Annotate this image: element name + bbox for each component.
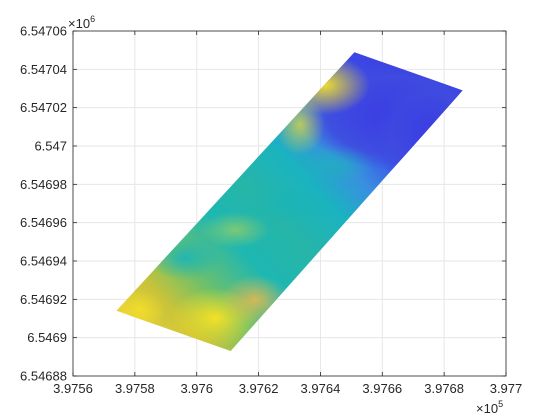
x-tick-label: 3.9766 bbox=[362, 381, 402, 396]
y-exponent-power: 6 bbox=[90, 14, 95, 24]
shallow-region-top-left bbox=[280, 55, 370, 115]
x-axis-exponent: ×105 bbox=[476, 399, 503, 416]
x-tick-label: 3.9768 bbox=[424, 381, 464, 396]
elevation-surface bbox=[116, 52, 463, 352]
y-tick-label: 6.54688 bbox=[20, 369, 67, 384]
y-tick-label: 6.54694 bbox=[20, 254, 67, 269]
mid-region-center bbox=[245, 187, 335, 223]
shallow-region-bottom-left bbox=[116, 290, 165, 330]
y-tick-label: 6.54706 bbox=[20, 24, 67, 39]
x-tick-label: 3.9762 bbox=[239, 381, 279, 396]
x-tick-label: 3.977 bbox=[490, 381, 523, 396]
y-tick-label: 6.54702 bbox=[20, 100, 67, 115]
x-exponent-base: ×10 bbox=[476, 401, 498, 416]
y-tick-label: 6.54704 bbox=[20, 62, 67, 77]
x-tick-label: 3.9764 bbox=[301, 381, 341, 396]
x-tick-label: 3.9758 bbox=[115, 381, 155, 396]
y-tick-label: 6.54692 bbox=[20, 292, 67, 307]
shallow-region-bottom-2 bbox=[220, 275, 290, 325]
mid-region-upper bbox=[295, 145, 375, 185]
x-exponent-power: 5 bbox=[498, 399, 503, 409]
shallow-region-top-left-2 bbox=[275, 95, 325, 155]
deep-region-right bbox=[375, 75, 463, 195]
y-tick-label: 6.54696 bbox=[20, 215, 67, 230]
y-tick-label: 6.5469 bbox=[27, 330, 67, 345]
shallow-region-middle bbox=[200, 212, 270, 248]
x-axis: 3.9756 3.9758 3.976 3.9762 3.9764 3.9766 3.976… bbox=[53, 31, 522, 396]
y-tick-label: 6.547 bbox=[34, 139, 67, 154]
y-tick-label: 6.54698 bbox=[20, 177, 67, 192]
y-exponent-base: ×10 bbox=[68, 16, 90, 31]
y-axis-exponent: ×106 bbox=[68, 14, 95, 31]
axes-box bbox=[72, 30, 507, 377]
axes-frame bbox=[72, 30, 507, 377]
x-tick-label: 3.9756 bbox=[53, 381, 93, 396]
y-axis: 6.54688 6.5469 6.54692 6.54694 6.54696 6.5469… bbox=[20, 24, 506, 384]
x-tick-label: 3.976 bbox=[180, 381, 213, 396]
